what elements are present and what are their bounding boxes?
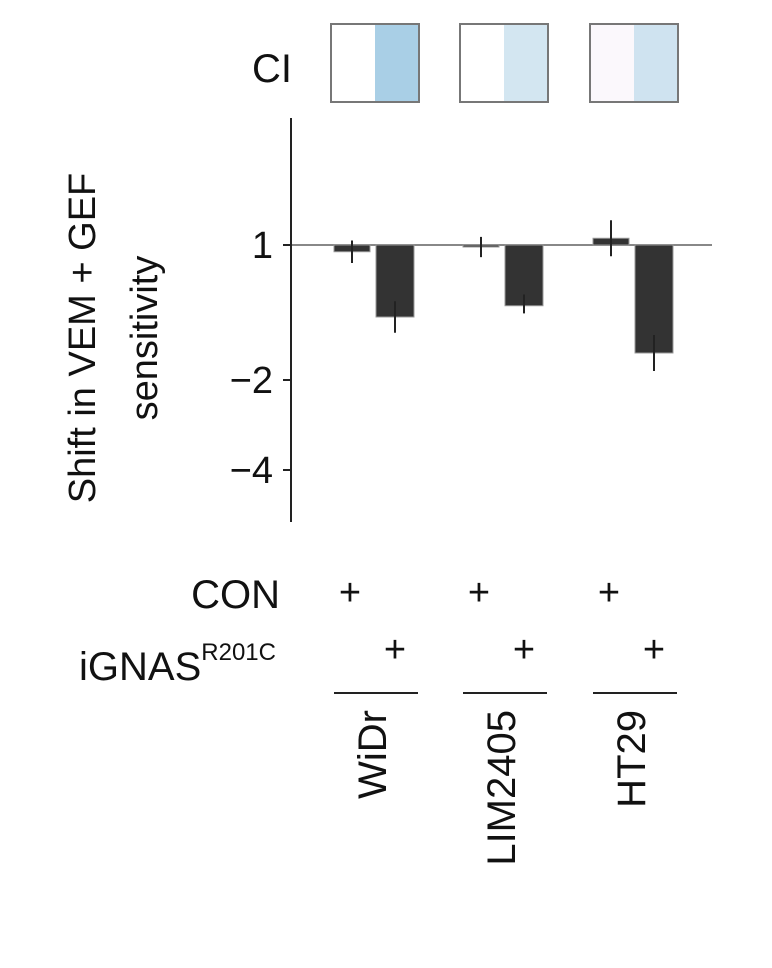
y-axis-label-line1: Shift in VEM + GEF: [62, 173, 104, 504]
bars: [333, 237, 674, 354]
y-axis-label-line2: sensitivity: [124, 256, 166, 421]
cell-line-label: HT29: [610, 710, 654, 808]
error-bars: [351, 220, 655, 371]
plus-ignas: +: [384, 629, 406, 671]
ci-boxes: [330, 23, 679, 103]
ci-box-left: [331, 24, 375, 102]
row-label-ignas-main: iGNAS: [79, 645, 201, 689]
cell-line-label: WiDr: [351, 710, 395, 799]
y-tick-label: −2: [230, 360, 273, 402]
ci-box-left: [460, 24, 504, 102]
row-label-ignas: iGNASR201C: [79, 639, 276, 689]
y-tick-label: 1: [252, 225, 273, 267]
ci-label: CI: [252, 47, 292, 91]
row-label-con: CON: [191, 573, 280, 617]
y-axis: 1 −2 −4: [230, 118, 292, 522]
cell-line-label: LIM2405: [480, 710, 524, 866]
ci-box-border: [589, 23, 679, 103]
plus-signs: + + + + + +: [339, 572, 665, 671]
ci-box-border: [330, 23, 420, 103]
ci-box-right: [375, 24, 419, 102]
plus-ignas: +: [643, 629, 665, 671]
y-tick-label: −4: [230, 450, 273, 492]
y-axis-label: Shift in VEM + GEF sensitivity: [62, 173, 166, 504]
ci-box-border: [459, 23, 549, 103]
plus-con: +: [468, 572, 490, 614]
plus-ignas: +: [513, 629, 535, 671]
row-label-ignas-superscript: R201C: [201, 639, 276, 666]
plus-con: +: [598, 572, 620, 614]
ci-box-left: [590, 24, 634, 102]
cell-line-labels: WiDr LIM2405 HT29: [351, 710, 654, 866]
plus-con: +: [339, 572, 361, 614]
ci-box-right: [504, 24, 548, 102]
ci-box-right: [634, 24, 678, 102]
